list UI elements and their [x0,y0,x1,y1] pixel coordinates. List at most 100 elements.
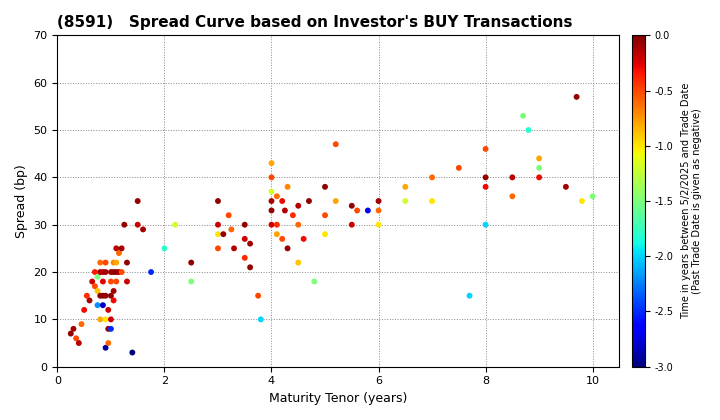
Point [266,221,277,228]
Point [266,207,277,214]
Point [110,278,122,285]
Point [319,231,330,238]
Point [266,188,277,195]
Point [113,269,125,276]
Point [576,198,588,205]
Point [121,259,132,266]
Point [212,198,224,205]
Point [298,236,310,242]
Point [523,127,534,134]
X-axis label: Maturity Tenor (years): Maturity Tenor (years) [269,392,408,405]
Point [276,236,288,242]
Point [292,202,304,209]
Point [65,330,76,337]
Point [186,259,197,266]
Point [97,269,109,276]
Point [91,273,103,280]
Point [78,307,90,313]
Point [252,292,264,299]
Point [534,155,545,162]
Point [239,221,251,228]
Point [400,198,411,205]
Point [228,245,240,252]
Y-axis label: Time in years between 5/2/2025 and Trade Date
(Past Trade Date is given as negat: Time in years between 5/2/2025 and Trade… [680,83,702,319]
Y-axis label: Spread (bp): Spread (bp) [15,164,28,238]
Point [223,212,235,218]
Point [217,231,229,238]
Point [110,259,122,266]
Point [303,198,315,205]
Point [373,198,384,205]
Point [89,283,101,290]
Point [266,198,277,205]
Point [464,292,475,299]
Point [97,302,109,309]
Point [86,278,98,285]
Point [534,165,545,171]
Point [108,269,120,276]
Point [100,259,112,266]
Point [116,245,127,252]
Point [105,278,117,285]
Point [362,207,374,214]
Point [100,316,112,323]
Point [89,269,101,276]
Point [169,221,181,228]
Point [105,269,117,276]
Point [266,160,277,166]
Point [271,193,283,199]
Point [73,340,84,346]
Point [373,221,384,228]
Point [400,184,411,190]
Point [105,326,117,332]
Point [373,207,384,214]
Point [212,245,224,252]
Point [480,221,491,228]
Point [110,269,122,276]
Point [100,292,112,299]
Point [346,221,358,228]
Point [91,302,103,309]
Point [271,231,283,238]
Point [186,278,197,285]
Point [239,255,251,261]
Point [100,344,112,351]
Point [346,202,358,209]
Point [453,165,464,171]
Point [351,207,363,214]
Point [480,146,491,152]
Point [330,198,341,205]
Point [282,184,293,190]
Point [276,198,288,205]
Point [121,278,132,285]
Point [244,240,256,247]
Point [113,250,125,257]
Point [212,221,224,228]
Point [110,245,122,252]
Point [100,269,112,276]
Point [127,349,138,356]
Point [108,297,120,304]
Point [71,335,82,342]
Point [319,212,330,218]
Point [108,259,120,266]
Point [105,316,117,323]
Point [426,198,438,205]
Point [94,292,106,299]
Point [271,221,283,228]
Point [239,236,251,242]
Point [560,184,572,190]
Point [244,264,256,270]
Point [116,269,127,276]
Point [94,259,106,266]
Point [68,326,79,332]
Point [319,184,330,190]
Point [426,174,438,181]
Point [145,269,157,276]
Point [132,198,143,205]
Point [158,245,170,252]
Point [138,226,149,233]
Point [102,307,114,313]
Point [571,94,582,100]
Point [105,292,117,299]
